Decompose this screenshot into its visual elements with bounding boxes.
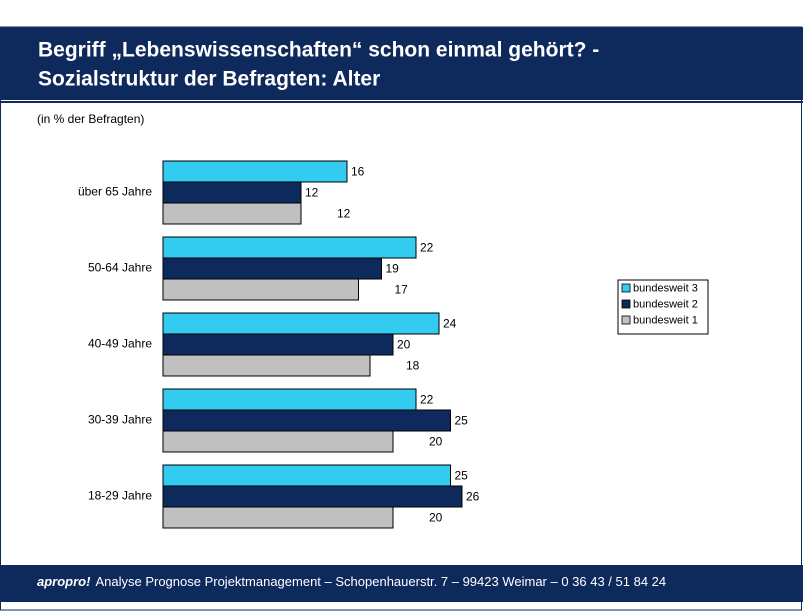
legend-swatch xyxy=(621,283,631,293)
data-label: 25 xyxy=(455,469,469,483)
data-label: 26 xyxy=(466,490,480,504)
bar xyxy=(162,430,394,453)
legend-swatch xyxy=(621,315,631,325)
bar xyxy=(162,160,348,183)
data-label: 20 xyxy=(429,435,443,449)
bar xyxy=(162,202,302,225)
data-label: 18 xyxy=(406,359,420,373)
data-label: 25 xyxy=(455,414,469,428)
data-label: 24 xyxy=(443,317,457,331)
bar xyxy=(162,409,451,432)
footer-text: Analyse Prognose Projektmanagement – Sch… xyxy=(95,574,666,589)
header-band xyxy=(0,27,803,100)
data-label: 22 xyxy=(420,241,434,255)
data-label: 19 xyxy=(386,262,400,276)
bar xyxy=(162,257,382,280)
footer-brand: apropro! xyxy=(37,574,91,589)
data-label: 22 xyxy=(420,393,434,407)
header-rule xyxy=(0,101,803,103)
category-label: 18-29 Jahre xyxy=(88,489,152,503)
data-label: 12 xyxy=(337,207,351,221)
bar xyxy=(162,333,394,356)
title-line: Sozialstruktur der Befragten: Alter xyxy=(38,68,380,91)
title-line: Begriff „Lebenswissenschaften“ schon ein… xyxy=(38,39,599,62)
data-label: 20 xyxy=(397,338,411,352)
category-label: 40-49 Jahre xyxy=(88,337,152,351)
category-label: 30-39 Jahre xyxy=(88,413,152,427)
bar xyxy=(162,236,417,259)
bar xyxy=(162,485,463,508)
bar xyxy=(162,506,394,529)
data-label: 12 xyxy=(305,186,319,200)
legend-box xyxy=(617,279,709,335)
subtitle: (in % der Befragten) xyxy=(37,112,144,126)
footer-band xyxy=(0,565,803,602)
data-label: 17 xyxy=(395,283,409,297)
bar xyxy=(162,354,371,377)
data-label: 16 xyxy=(351,165,365,179)
legend-label: bundesweit 3 xyxy=(633,282,698,294)
legend-swatch xyxy=(621,299,631,309)
bar xyxy=(162,388,417,411)
bar xyxy=(162,181,302,204)
category-label: über 65 Jahre xyxy=(78,185,152,199)
category-label: 50-64 Jahre xyxy=(88,261,152,275)
bar xyxy=(162,464,451,487)
bar xyxy=(162,312,440,335)
legend-label: bundesweit 1 xyxy=(633,314,698,326)
data-label: 20 xyxy=(429,511,443,525)
legend-label: bundesweit 2 xyxy=(633,298,698,310)
footer: apropro! Analyse Prognose Projektmanageme… xyxy=(37,574,666,589)
bar xyxy=(162,278,359,301)
